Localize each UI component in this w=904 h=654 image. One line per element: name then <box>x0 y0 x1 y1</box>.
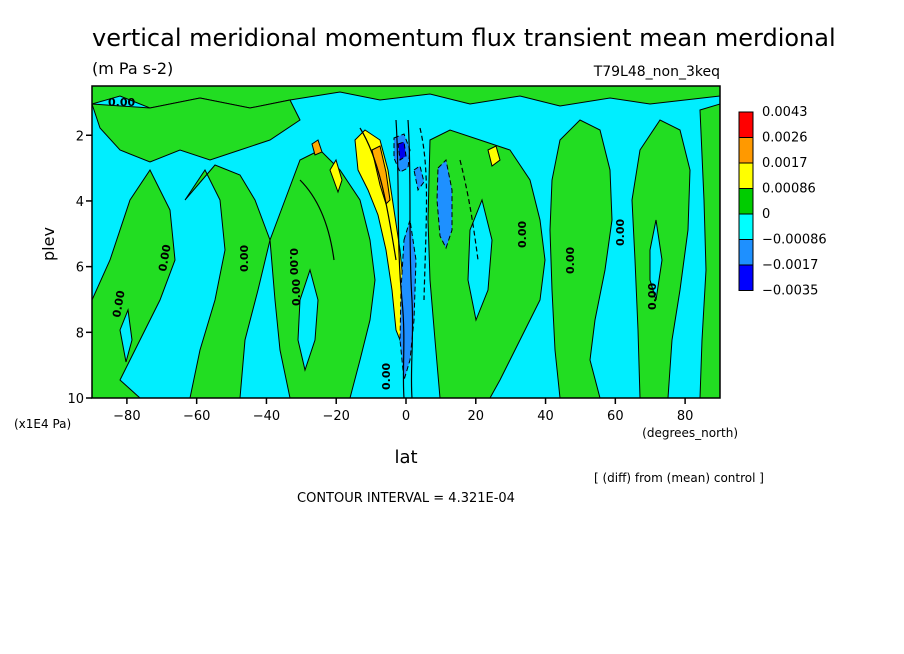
colorbar-label: −0.00086 <box>762 233 827 248</box>
orange-region <box>371 145 391 205</box>
contour-line-2 <box>407 119 414 398</box>
colorbar-label: −0.0035 <box>762 284 818 299</box>
x-tick-label: −80 <box>113 409 140 424</box>
contour-line-1 <box>395 119 405 398</box>
y-tick-label: 8 <box>76 326 84 341</box>
green-left-mid <box>184 164 271 398</box>
contour-labels: 0.00 0.00 0.00 0.00 0.00 0.00 0.00 0.00 … <box>108 96 659 390</box>
y-tick-label: 10 <box>67 392 84 407</box>
colorbar-swatch <box>738 239 754 266</box>
y-axis: 2 4 6 8 10 <box>67 129 92 407</box>
colorbar-swatch <box>738 188 754 215</box>
y-tick-label: 6 <box>76 261 84 276</box>
chart-title: vertical meridional momentum flux transi… <box>92 24 836 52</box>
x-tick-label: −60 <box>183 409 210 424</box>
contour-label: 0.00 <box>614 219 627 246</box>
colorbar-label: 0.00086 <box>762 182 816 197</box>
contour-label: 0.00 <box>156 243 174 272</box>
x-tick-label: 80 <box>677 409 694 424</box>
x-tick-label: 0 <box>402 409 410 424</box>
yellow-upper <box>329 158 343 194</box>
colorbar-swatch <box>738 111 754 138</box>
colorbar-label: −0.0017 <box>762 258 818 273</box>
green-regions <box>92 86 720 398</box>
contour-label: 0.00 <box>380 363 393 390</box>
y-tick-label: 2 <box>76 129 84 144</box>
x-units: (degrees_north) <box>642 426 738 440</box>
cyan-patch-4 <box>649 219 663 301</box>
blue-small <box>413 165 425 192</box>
colorbar-swatch <box>738 264 754 291</box>
green-left-low <box>92 169 176 398</box>
contour-label: 0.00 <box>108 96 135 109</box>
cyan-patches <box>119 198 663 372</box>
colorbar: 0.0043 0.0026 0.0017 0.00086 0 −0.00086 −0.001… <box>738 105 827 299</box>
orange-small <box>311 139 323 156</box>
contour-label: 0.00 <box>287 248 300 275</box>
chart-units: (m Pa s-2) <box>92 59 173 78</box>
contour-line-6 <box>299 179 335 261</box>
x-axis-label: lat <box>394 447 417 468</box>
green-upper-left <box>92 97 301 163</box>
cyan-patch-3 <box>119 308 133 363</box>
plot-area: 0.00 0.00 0.00 0.00 0.00 0.00 0.00 0.00 … <box>92 86 720 398</box>
contour-line-3 <box>359 127 397 261</box>
colorbar-swatch <box>738 213 754 240</box>
contour-label: 0.00 <box>238 245 251 272</box>
contour-label: 0.00 <box>290 279 303 306</box>
x-axis: −80 −60 −40 −20 0 20 40 60 80 <box>113 398 693 424</box>
colorbar-label: 0.0026 <box>762 131 808 146</box>
contour-line-4 <box>419 127 428 301</box>
contour-label: 0.00 <box>110 289 128 318</box>
x-tick-label: −20 <box>323 409 350 424</box>
y-axis-label: plev <box>39 227 58 261</box>
contour-interval: CONTOUR INTERVAL = 4.321E-04 <box>297 491 515 506</box>
y-units: (x1E4 Pa) <box>14 417 71 431</box>
run-label: T79L48_non_3keq <box>593 64 720 80</box>
colorbar-label: 0.0043 <box>762 105 808 120</box>
y-tick-label: 4 <box>76 195 84 210</box>
colorbar-swatch <box>738 137 754 164</box>
yellow-nh <box>487 145 501 167</box>
contour-label: 0.00 <box>646 283 659 310</box>
x-tick-label: 60 <box>607 409 624 424</box>
contour-label: 0.00 <box>564 247 577 274</box>
x-tick-label: 20 <box>468 409 485 424</box>
x-tick-label: 40 <box>537 409 554 424</box>
diff-note: [ (diff) from (mean) control ] <box>594 471 764 485</box>
green-top-band <box>92 86 720 109</box>
blue-nh-band <box>436 158 453 250</box>
colorbar-label: 0 <box>762 207 770 222</box>
contour-line-5 <box>459 159 479 261</box>
colorbar-label: 0.0017 <box>762 156 808 171</box>
blue-core-dark <box>397 141 407 161</box>
green-right-edge <box>699 103 720 398</box>
equator-contours <box>299 119 479 398</box>
cyan-patch-1 <box>297 268 319 372</box>
positive-anomaly <box>311 129 501 351</box>
colorbar-swatch <box>738 162 754 189</box>
x-tick-label: −40 <box>253 409 280 424</box>
cyan-patch-2 <box>467 198 493 322</box>
contour-label: 0.00 <box>516 221 529 248</box>
green-sh-subtropics <box>269 149 376 398</box>
green-nh-mid <box>549 119 613 398</box>
